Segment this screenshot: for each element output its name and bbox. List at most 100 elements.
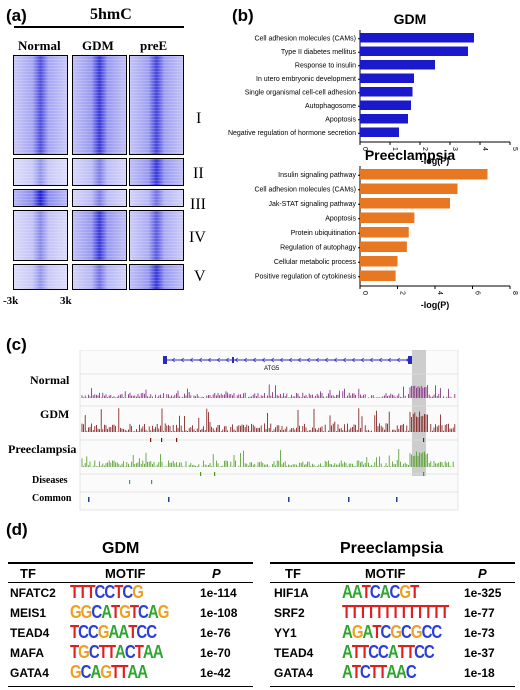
motif-base: A <box>362 621 374 644</box>
motif-row-pvalue: 1e-70 <box>200 646 231 660</box>
chart-b2-category-label: Jak-STAT signaling pathway <box>268 201 356 208</box>
gdm-peak-marker <box>176 438 178 442</box>
chart-b2-bar <box>360 169 488 180</box>
motif-base: T <box>111 661 120 684</box>
chart-b1-category-label: Apoptosis <box>325 116 356 123</box>
motif-logo: GCAGTTAA <box>70 661 148 684</box>
motif-base: G <box>70 601 82 624</box>
heatmap-cluster-iii-col-3 <box>129 189 184 207</box>
cluster-label-v: V <box>194 268 206 285</box>
pre-table-title: Preeclampsia <box>340 540 444 557</box>
col-label-gdm: GDM <box>82 38 114 53</box>
heatmap-cluster-i-col-1 <box>13 55 68 155</box>
gene-strand-arrow <box>315 357 320 363</box>
motif-base: A <box>118 621 129 644</box>
motif-base: C <box>405 661 417 684</box>
motif-row-tf: YY1 <box>274 626 297 640</box>
motif-logo: TTTCCTCG <box>70 581 144 604</box>
heatmap-cluster-iv-col-3 <box>129 210 184 261</box>
disease-marker <box>129 480 131 484</box>
motif-base: G <box>399 581 411 604</box>
gene-exon <box>408 356 412 364</box>
motif-logo: AATCACGT <box>342 581 419 604</box>
motif-base: A <box>142 641 154 664</box>
motif-base: A <box>342 581 353 604</box>
motif-base: T <box>407 601 416 624</box>
motif-base: C <box>146 621 157 644</box>
common-marker <box>288 497 290 502</box>
motif-base: A <box>351 581 363 604</box>
motif-base: T <box>111 601 120 624</box>
common-marker <box>168 497 170 502</box>
heatmap-cluster-iv-col-1 <box>13 210 68 261</box>
panel-b-label: (b) <box>232 6 254 25</box>
heatmap-cluster-iii-col-1 <box>13 189 68 207</box>
motif-base: A <box>342 621 353 644</box>
chart-b1-x-tick-label: 2 <box>421 147 428 151</box>
panel-a-title-rule <box>14 26 184 28</box>
gdm-table-rule-bottom <box>8 686 253 687</box>
chart-b1-x-tick-label: 5 <box>511 147 518 151</box>
gene-name: ATG5 <box>264 366 280 372</box>
panel-b-charts: GDM Cell adhesion molecules (CAMs) Type II… <box>228 11 518 310</box>
motif-logo: AGATCGCGCC <box>342 621 442 644</box>
motif-base: G <box>132 581 144 604</box>
gene-strand-arrow <box>342 357 347 363</box>
motif-base: T <box>361 581 371 604</box>
motif-base: T <box>410 581 419 604</box>
chart-b2-x-tick-label: 4 <box>436 291 443 295</box>
panel-a-label: (a) <box>6 6 27 25</box>
heatmap-cluster-v-col-2 <box>72 264 127 290</box>
motif-base: A <box>101 601 112 624</box>
motif-base: C <box>369 581 381 604</box>
motif-base: T <box>366 601 376 624</box>
motif-base: A <box>379 581 391 604</box>
motif-base: T <box>405 641 415 664</box>
heatmap <box>5 55 190 290</box>
motif-logo: ATTCCATTCC <box>342 641 435 664</box>
chart-b1-xlabel: -log(P) <box>421 156 450 166</box>
motif-base: A <box>396 661 407 684</box>
motif-base: T <box>378 661 387 684</box>
col-label-normal: Normal <box>18 38 61 53</box>
chart-b2-x-tick-label: 0 <box>361 291 368 295</box>
motif-base: T <box>119 661 128 684</box>
gdm-header-motif: MOTIF <box>105 566 146 581</box>
common-marker <box>396 497 398 502</box>
motif-base: C <box>104 581 115 604</box>
gene-strand-arrow <box>198 357 203 363</box>
motif-row-pvalue: 1e-325 <box>464 586 502 600</box>
motif-base: T <box>70 621 79 644</box>
chart-b2-bar <box>360 241 407 252</box>
motif-base: G <box>410 621 423 644</box>
motif-base: C <box>91 601 102 624</box>
chart-b1-category-label: Cell adhesion molecules (CAMs) <box>254 35 356 42</box>
pre-table-rule-mid <box>270 582 515 583</box>
gene-strand-arrow <box>261 357 266 363</box>
motif-base: C <box>423 641 435 664</box>
gene-exon <box>163 356 167 364</box>
pre-header-tf: TF <box>285 566 301 581</box>
motif-base: T <box>86 581 95 604</box>
motif-base: A <box>115 641 126 664</box>
panel-a-title: 5hmC <box>90 6 132 23</box>
gdm-peak-marker <box>161 438 163 442</box>
motif-base: T <box>440 601 449 624</box>
col-label-pree: preE <box>140 38 168 53</box>
chart-b2-bar <box>360 270 396 281</box>
disease-marker <box>151 480 153 484</box>
axis-left-label: -3k <box>3 295 19 307</box>
chart-b1-bar <box>360 46 468 56</box>
gdm-table-rows: NFATC2 TTTCCTCG 1e-114 MEIS1 GGCATGTCAG 1e-10… <box>8 581 253 684</box>
gene-strand-arrow <box>297 357 302 363</box>
motif-row-tf: NFATC2 <box>10 586 56 600</box>
motif-base: T <box>399 601 408 624</box>
gene-strand-arrow <box>333 357 338 363</box>
motif-base: T <box>431 601 441 624</box>
pre-table-rule-bottom <box>270 686 515 687</box>
chart-b1-x-tick-label: 4 <box>481 147 488 151</box>
motif-row-tf: TEAD4 <box>10 626 50 640</box>
chart-b2-bar <box>360 256 398 267</box>
chart-b1-bar <box>360 60 435 70</box>
motif-base: C <box>368 641 379 664</box>
